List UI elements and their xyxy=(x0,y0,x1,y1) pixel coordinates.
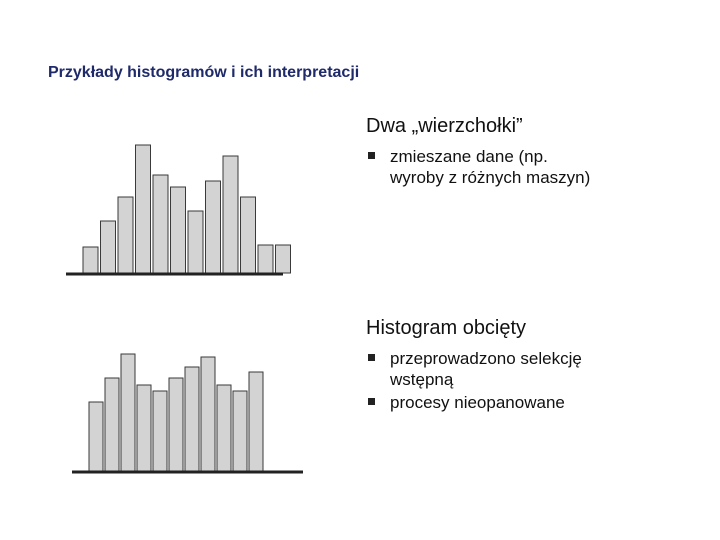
histogram-bar xyxy=(232,390,248,472)
histogram-bar xyxy=(170,186,186,274)
bullet-item: przeprowadzono selekcję wstępną xyxy=(366,348,590,390)
histogram-bar xyxy=(248,371,264,472)
histogram-bar xyxy=(187,210,204,274)
bullet-text: procesy nieopanowane xyxy=(390,393,565,412)
histogram-bar xyxy=(120,353,136,472)
bullet-list: zmieszane dane (np. wyroby z różnych mas… xyxy=(366,146,696,188)
histogram-bar xyxy=(136,384,152,472)
histogram-bar xyxy=(205,180,221,274)
histogram-bar xyxy=(88,401,104,472)
bullet-item: procesy nieopanowane xyxy=(366,392,696,413)
bullet-text: przeprowadzono selekcję wstępną xyxy=(390,349,582,389)
histogram-bar xyxy=(82,246,99,274)
histogram-two-peaks xyxy=(66,144,291,276)
square-bullet-icon xyxy=(368,152,375,159)
histogram-bar xyxy=(257,244,274,274)
histogram-bar xyxy=(216,384,232,472)
histogram-bar xyxy=(135,144,151,274)
histogram-truncated xyxy=(72,353,303,474)
section-heading: Dwa „wierzchołki” xyxy=(366,115,523,137)
histogram-bar xyxy=(100,220,116,274)
section-truncated: Histogram obcięty przeprowadzono selekcj… xyxy=(366,316,696,415)
histogram-bar xyxy=(240,196,256,274)
bullet-text: zmieszane dane (np. wyroby z różnych mas… xyxy=(390,147,591,187)
square-bullet-icon xyxy=(368,398,375,405)
histogram-bar xyxy=(275,244,291,274)
histogram-bar xyxy=(152,390,168,472)
histogram-bar xyxy=(117,196,134,274)
histogram-bar xyxy=(168,377,184,472)
section-two-peaks: Dwa „wierzchołki” zmieszane dane (np. wy… xyxy=(366,114,696,190)
histogram-bar xyxy=(184,366,200,472)
bullet-item: zmieszane dane (np. wyroby z różnych mas… xyxy=(366,146,600,188)
slide-title: Przykłady histogramów i ich interpretacj… xyxy=(48,64,360,81)
bullet-list: przeprowadzono selekcję wstępną procesy … xyxy=(366,348,696,413)
histogram-bar xyxy=(200,356,216,472)
histogram-bar xyxy=(152,174,169,274)
histogram-bar xyxy=(104,377,120,472)
square-bullet-icon xyxy=(368,354,375,361)
histogram-bar xyxy=(222,155,239,274)
section-heading: Histogram obcięty xyxy=(366,317,527,339)
